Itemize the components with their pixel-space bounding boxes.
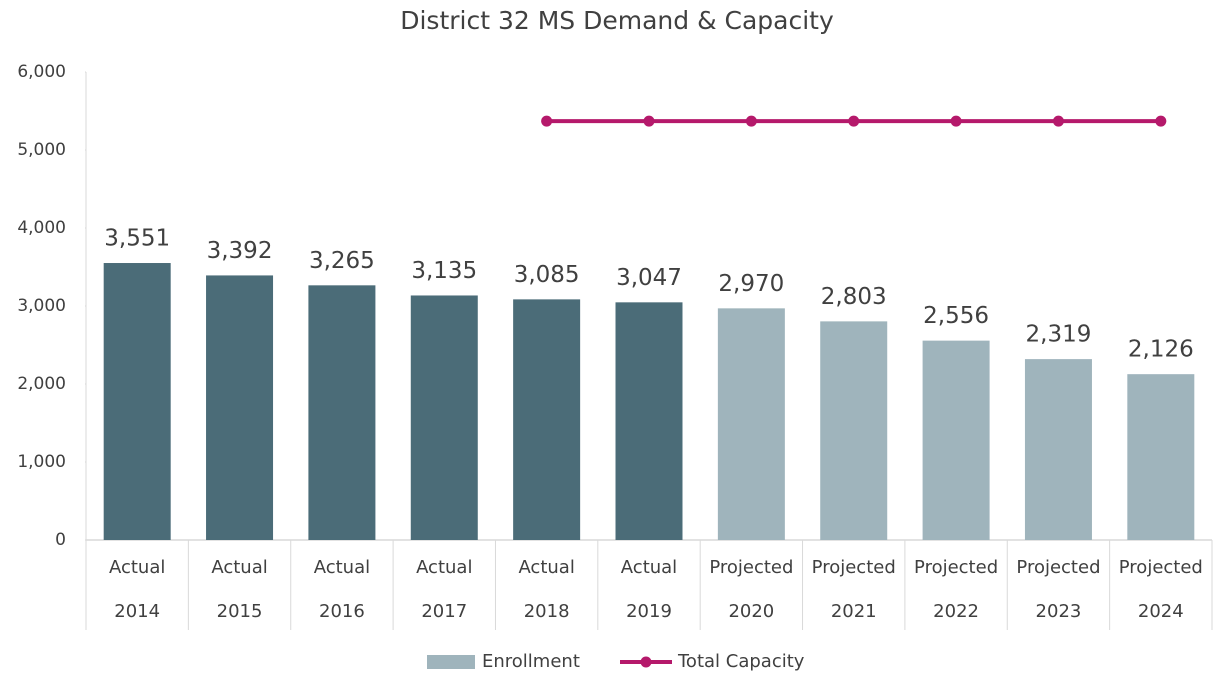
x-tick-label: 2019 — [626, 601, 672, 622]
bar — [308, 285, 376, 540]
x-tick-label: 2017 — [421, 601, 467, 622]
y-tick-label: 2,000 — [17, 374, 66, 394]
line-marker — [745, 115, 757, 127]
x-tick-label: Projected — [1119, 557, 1203, 578]
x-tick-label: 2023 — [1036, 601, 1082, 622]
x-tick-label: Actual — [211, 557, 267, 578]
data-label: 3,265 — [309, 248, 375, 274]
x-tick-label: 2018 — [524, 601, 570, 622]
x-tick-label: 2024 — [1138, 601, 1184, 622]
x-tick-label: Actual — [518, 557, 574, 578]
bar — [1024, 359, 1092, 540]
legend-label: Enrollment — [482, 651, 580, 672]
data-label: 3,047 — [616, 265, 682, 291]
bar — [820, 321, 888, 540]
line-marker — [1052, 115, 1064, 127]
x-tick-label: Projected — [1016, 557, 1100, 578]
data-label: 2,126 — [1128, 337, 1194, 363]
chart-title: District 32 MS Demand & Capacity — [400, 6, 834, 35]
x-tick-label: Actual — [621, 557, 677, 578]
line-marker — [643, 115, 655, 127]
line-marker — [848, 115, 860, 127]
line-marker — [541, 115, 553, 127]
y-tick-label: 1,000 — [17, 452, 66, 472]
bar — [206, 275, 274, 540]
bar — [615, 302, 683, 540]
data-label: 3,085 — [514, 262, 580, 288]
legend-marker — [640, 656, 652, 668]
line-marker — [1155, 115, 1167, 127]
x-tick-label: 2015 — [217, 601, 263, 622]
data-label: 3,551 — [104, 226, 170, 252]
data-label: 2,970 — [718, 271, 784, 297]
y-tick-label: 5,000 — [17, 140, 66, 160]
x-tick-label: Projected — [709, 557, 793, 578]
y-tick-label: 3,000 — [17, 296, 66, 316]
y-tick-label: 0 — [55, 530, 66, 550]
x-tick-label: 2014 — [114, 601, 160, 622]
data-label: 3,135 — [411, 258, 477, 284]
bar — [1127, 374, 1195, 540]
bar — [410, 295, 478, 540]
x-tick-label: Actual — [416, 557, 472, 578]
x-tick-label: 2020 — [728, 601, 774, 622]
x-tick-label: 2016 — [319, 601, 365, 622]
data-label: 2,803 — [821, 284, 887, 310]
y-tick-label: 4,000 — [17, 218, 66, 238]
x-tick-label: 2021 — [831, 601, 877, 622]
data-label: 2,556 — [923, 303, 989, 329]
legend-swatch — [427, 655, 475, 669]
x-tick-label: Projected — [812, 557, 896, 578]
x-tick-label: Actual — [109, 557, 165, 578]
bar — [513, 299, 581, 540]
x-tick-label: Actual — [314, 557, 370, 578]
x-tick-label: 2022 — [933, 601, 979, 622]
x-tick-label: Projected — [914, 557, 998, 578]
legend-label: Total Capacity — [677, 651, 805, 672]
bar — [717, 308, 785, 540]
bar — [922, 340, 990, 540]
y-tick-label: 6,000 — [17, 62, 66, 82]
data-label: 3,392 — [207, 238, 273, 264]
bar — [103, 263, 171, 540]
line-marker — [950, 115, 962, 127]
data-label: 2,319 — [1026, 322, 1092, 348]
